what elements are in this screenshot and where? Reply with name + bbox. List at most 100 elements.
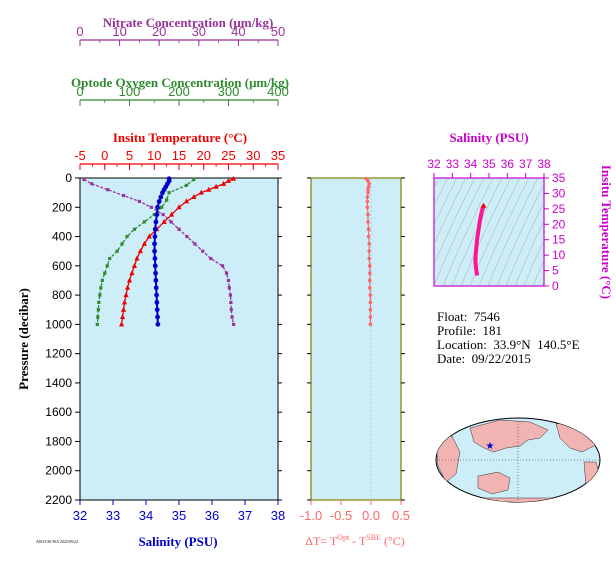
profile-series	[82, 175, 237, 327]
oxygen-point	[142, 220, 146, 224]
temperature-point	[124, 284, 131, 290]
australia-landmass	[477, 471, 511, 495]
oxygen-point	[96, 315, 100, 319]
temperature-point	[161, 218, 167, 224]
world-map: ★	[435, 417, 601, 503]
oxygen-point	[98, 293, 102, 297]
salinity-point	[155, 204, 160, 210]
oxygen-axis-label: Optode Oxygen Concentration (μm/kg)	[71, 75, 289, 90]
ts-start-marker	[480, 202, 487, 208]
pressure-tick-label: 1800	[45, 434, 72, 448]
oxygen-point	[115, 249, 119, 253]
delta-t-tick-label: 0.5	[392, 508, 410, 523]
oxygen-point	[95, 322, 99, 326]
temperature-tick-label: 0	[101, 148, 108, 163]
nitrate-point	[193, 242, 197, 246]
temperature-point	[118, 321, 125, 327]
delta-t-plot-area	[310, 177, 402, 501]
temperature-point	[225, 177, 232, 183]
pressure-axis-label: Pressure (decibar)	[16, 288, 31, 390]
ts-plot-area	[433, 177, 545, 287]
temperature-point	[146, 233, 152, 239]
nitrate-point	[161, 212, 165, 217]
pressure-tick-label: 400	[52, 230, 72, 244]
float-location-marker: ★	[486, 441, 495, 452]
temperature-tick-label: 10	[147, 148, 161, 163]
nitrate-point	[90, 182, 94, 186]
temperature-point	[137, 248, 143, 254]
profile-row: Profile: 181	[437, 323, 502, 338]
nitrate-tick-label: 30	[192, 24, 206, 39]
delta-t-point	[366, 234, 371, 239]
oxygen-point	[152, 212, 156, 217]
salinity-point	[152, 234, 158, 239]
salinity-point	[153, 219, 159, 225]
density-contour	[434, 178, 485, 286]
antarctica-landmass	[449, 497, 591, 502]
pressure-tick-label: 800	[52, 288, 72, 302]
temperature-tick-label: -5	[74, 148, 86, 163]
oxygen-point	[100, 278, 104, 283]
asia-landmass	[469, 419, 549, 453]
salinity-tick-label: 38	[271, 508, 285, 523]
temperature-tick-label: 35	[271, 148, 285, 163]
delta-t-point	[365, 195, 370, 199]
delta-t-axes: -1.0 -0.5 0.0 0.5	[300, 177, 410, 523]
ts-line	[473, 205, 486, 276]
oxygen-point	[192, 177, 196, 182]
delta-t-tick-label: -0.5	[330, 508, 352, 523]
ts-series	[473, 202, 487, 276]
oxygen-tick-label: 400	[267, 84, 289, 99]
ts-temperature-tick-label: 5	[552, 264, 559, 278]
nitrate-point	[121, 193, 126, 198]
density-contour	[460, 178, 512, 286]
temperature-tick-label: 30	[246, 148, 260, 163]
salinity-tick-label: 33	[106, 508, 120, 523]
delta-t-point	[366, 184, 371, 189]
oxygen-line	[96, 178, 195, 325]
delta-t-point	[368, 285, 372, 290]
oxygen-tick-label: 100	[119, 84, 141, 99]
pressure-tick-label: 1400	[45, 376, 72, 390]
salinity-point	[153, 278, 159, 283]
delta-t-point	[367, 256, 372, 261]
temperature-point	[220, 180, 227, 186]
delta-t-point	[368, 278, 372, 283]
salinity-point	[154, 212, 160, 217]
salinity-point	[155, 321, 161, 327]
salinity-point	[156, 199, 162, 204]
pressure-tick-label: 600	[52, 259, 72, 273]
salinity-point	[158, 194, 164, 200]
temperature-axis-label: Insitu Temperature (°C)	[113, 130, 247, 145]
density-contour	[505, 201, 544, 286]
nitrate-point	[137, 199, 141, 204]
density-contour	[496, 183, 544, 286]
pressure-tick-label: 1200	[45, 347, 72, 361]
density-contour	[487, 178, 539, 286]
nitrate-point	[185, 234, 189, 239]
nitrate-point	[220, 264, 225, 268]
date-row: Date: 09/22/2015	[437, 351, 531, 366]
delta-t-series	[364, 176, 373, 327]
delta-t-point	[366, 179, 370, 183]
temperature-point	[120, 306, 127, 312]
footer-credit: AWI/UW/ISA 2025/09/22	[36, 539, 79, 544]
oxygen-point	[105, 264, 109, 268]
nitrate-point	[228, 293, 233, 297]
delta-t-point	[367, 242, 372, 246]
salinity-tick-label: 36	[205, 508, 219, 523]
salinity-point	[152, 248, 157, 254]
nitrate-point	[230, 315, 234, 319]
temperature-point	[176, 204, 182, 210]
salinity-tick-label: 32	[73, 508, 87, 523]
ts-density-contours	[434, 178, 544, 286]
pressure-tick-label: 1600	[45, 405, 72, 419]
salinity-point	[152, 226, 158, 232]
ts-temperature-tick-label: 35	[552, 171, 566, 185]
nitrate-tick-label: 10	[112, 24, 126, 39]
density-contour	[478, 178, 530, 286]
salinity-point	[154, 307, 160, 313]
oxygen-tick-label: 200	[168, 84, 190, 99]
ts-salinity-tick-label: 32	[427, 157, 441, 171]
